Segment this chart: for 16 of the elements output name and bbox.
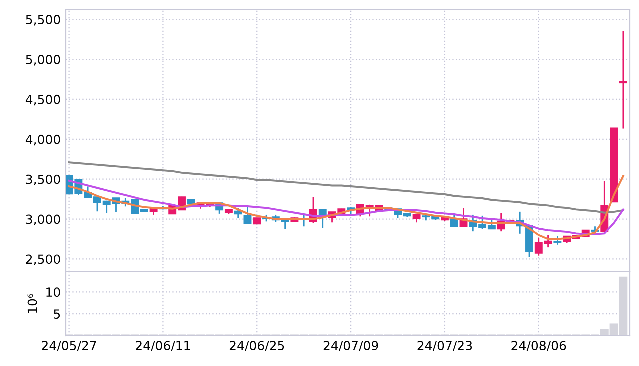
y-tick-label: 5 — [54, 310, 60, 320]
y-axis-title: 10⁶ — [28, 294, 38, 314]
y-tick-label: 4,500 — [26, 94, 60, 106]
y-tick-label: 5,500 — [26, 15, 60, 26]
y-tick-label: 4,000 — [26, 134, 60, 146]
y-tick-label: 3,500 — [26, 174, 60, 186]
y-tick-label: 3,000 — [26, 214, 60, 226]
x-tick-label: 24/06/25 — [230, 341, 284, 352]
y-tick-label: 5,000 — [26, 54, 60, 66]
x-tick-label: 24/08/06 — [512, 341, 566, 352]
y-tick-label: 2,500 — [26, 254, 60, 266]
x-tick-label: 24/07/09 — [324, 341, 378, 352]
y-tick-label: 10 — [46, 288, 60, 298]
x-tick-label: 24/06/11 — [136, 341, 190, 352]
x-tick-label: 24/07/23 — [418, 341, 472, 352]
x-tick-label: 24/05/27 — [42, 341, 96, 352]
